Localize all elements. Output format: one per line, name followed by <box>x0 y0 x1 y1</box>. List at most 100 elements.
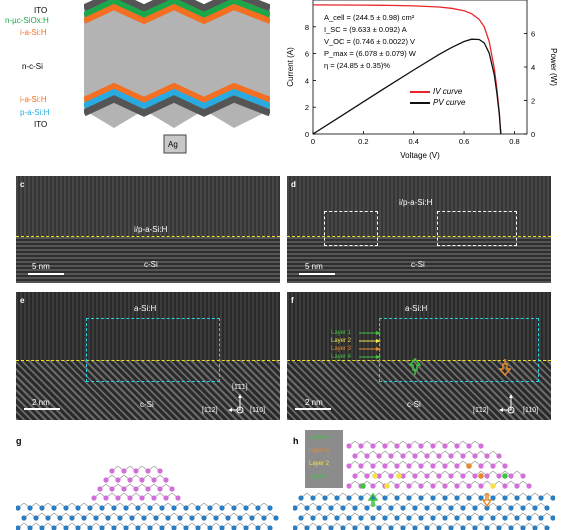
si-atom <box>255 505 261 511</box>
si-atom <box>544 525 550 530</box>
si-atom <box>442 495 448 501</box>
panel-letter-g: g <box>16 436 22 446</box>
si-atom <box>21 515 27 521</box>
si-atom <box>147 525 153 530</box>
si-atom <box>484 525 490 530</box>
a-si-atom <box>382 443 388 449</box>
a-si-atom <box>406 463 412 469</box>
si-atom <box>213 515 219 521</box>
layer-atom <box>396 473 402 479</box>
si-atom <box>466 515 472 521</box>
a-si-atom <box>478 443 484 449</box>
a-si-atom <box>508 473 514 479</box>
x-tick-label: 0.2 <box>358 137 368 146</box>
si-atom <box>460 505 466 511</box>
si-atom <box>123 505 129 511</box>
si-atom <box>502 495 508 501</box>
a-si-atom <box>502 463 508 469</box>
a-si-atom <box>472 453 478 459</box>
direction-label-3: [110] <box>523 407 539 414</box>
y-tick-label: 2 <box>305 103 309 112</box>
a-si-atom <box>127 495 133 501</box>
a-si-atom <box>139 495 145 501</box>
layer-atom <box>502 473 508 479</box>
direction-label-3: [110] <box>250 407 266 414</box>
panel-letter-h: h <box>293 436 299 446</box>
a-si-atom <box>466 483 472 489</box>
a-si-atom <box>151 477 157 483</box>
chart-axes: 0 0.2 0.4 0.6 0.8 0 2 4 6 8 0 2 4 6 Voltage (V) Current… <box>286 0 558 160</box>
chart-legend: IV curve PV curve <box>410 86 465 108</box>
si-atom <box>340 505 346 511</box>
legend-pv: PV curve <box>410 97 465 108</box>
si-atom <box>346 495 352 501</box>
si-atom <box>267 505 273 511</box>
a-si-atom <box>436 473 442 479</box>
si-atom <box>526 515 532 521</box>
legend-layer-3: Layer 3 <box>309 448 330 454</box>
interface-line <box>16 360 280 361</box>
green-arrow-icon <box>409 358 421 375</box>
si-atom <box>448 525 454 530</box>
chart-series <box>312 4 502 135</box>
legend-layer-4: Layer 4 <box>309 435 330 441</box>
si-atom <box>490 515 496 521</box>
a-si-atom <box>412 473 418 479</box>
panel-f-tem-image: f a-Si:H c-Si Layer 1 Layer 2 Layer 3 La… <box>287 292 551 420</box>
si-atom <box>165 515 171 521</box>
si-atom <box>159 525 165 530</box>
a-si-atom <box>109 486 115 492</box>
a-si-atom <box>157 486 163 492</box>
si-atom <box>508 505 514 511</box>
si-atom <box>310 515 316 521</box>
y-tick-label: 6 <box>305 50 309 59</box>
a-si-atom <box>418 483 424 489</box>
si-atom <box>63 525 69 530</box>
a-si-atom <box>103 477 109 483</box>
a-si-atom <box>115 477 121 483</box>
legend-iv: IV curve <box>410 86 465 97</box>
si-atom <box>201 515 207 521</box>
si-atom <box>394 495 400 501</box>
layer-arrows <box>359 331 381 359</box>
si-atom <box>442 515 448 521</box>
si-atom <box>298 515 304 521</box>
panel-d-bottom-label: c-Si <box>411 260 425 269</box>
legend-layer-2: Layer 2 <box>309 461 330 467</box>
si-atom <box>207 525 213 530</box>
si-atom <box>496 525 502 530</box>
si-atom <box>75 525 81 530</box>
si-atom <box>454 515 460 521</box>
si-atom <box>376 505 382 511</box>
panel-letter-f: f <box>291 296 294 305</box>
legend-layer-1: Layer 1 <box>309 474 330 480</box>
layer-1-label: Layer 1 <box>331 330 352 336</box>
si-atom <box>382 495 388 501</box>
a-si-atom <box>394 483 400 489</box>
si-atom <box>27 505 33 511</box>
si-atom <box>550 515 555 521</box>
si-atom <box>460 525 466 530</box>
si-atom <box>352 505 358 511</box>
layer-atom <box>372 473 378 479</box>
a-si-atom <box>388 453 394 459</box>
si-atom <box>123 525 129 530</box>
param-area: A_cell = (244.5 ± 0.98) cm² <box>324 13 415 22</box>
si-atom <box>436 525 442 530</box>
si-atom <box>135 525 141 530</box>
si-atom <box>550 495 555 501</box>
layer-label-ito-top: ITO <box>34 6 48 15</box>
si-atom <box>520 525 526 530</box>
si-atom <box>400 525 406 530</box>
si-atom <box>430 495 436 501</box>
si-atom <box>400 505 406 511</box>
layer-label-i-top: i-a-Si:H <box>20 28 47 37</box>
a-si-atom <box>91 495 97 501</box>
a-si-atom <box>526 483 532 489</box>
si-atom <box>334 495 340 501</box>
panel-d-scale-label: 5 nm <box>305 262 323 271</box>
a-si-atom <box>460 453 466 459</box>
layer-label-ito-bottom: ITO <box>34 120 48 129</box>
a-si-atom <box>478 463 484 469</box>
si-atom <box>99 525 105 530</box>
